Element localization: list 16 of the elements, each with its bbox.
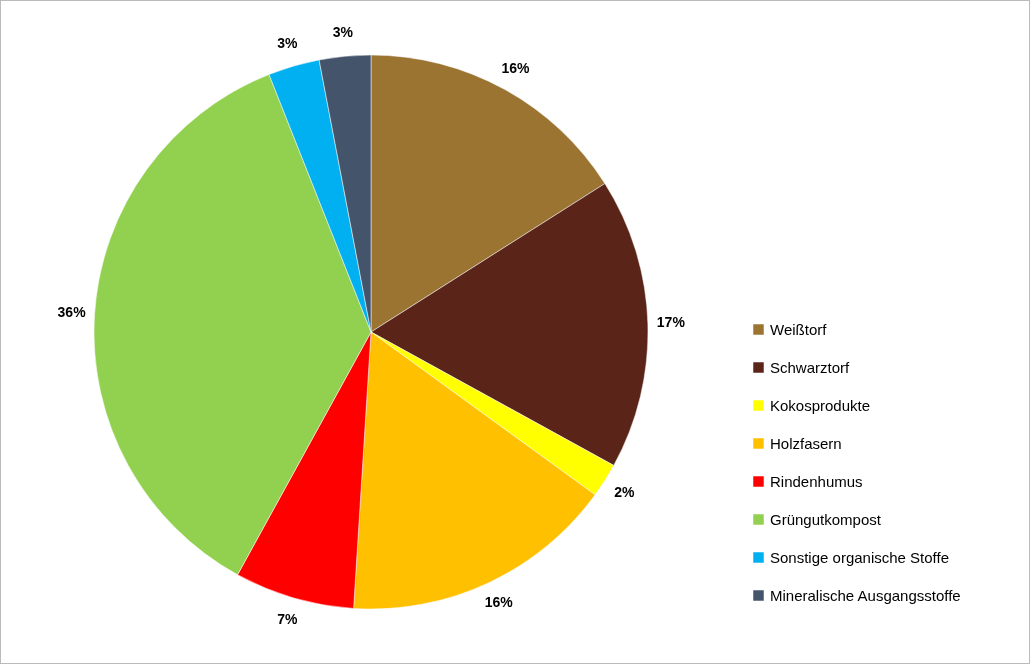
data-label: 16% <box>484 594 514 611</box>
data-label: 17% <box>656 313 686 330</box>
legend-label: Kokosprodukte <box>770 396 871 414</box>
legend-label: Grüngutkompost <box>770 510 882 528</box>
legend-label: Sonstige organische Stoffe <box>770 548 950 566</box>
data-label: 16% <box>501 60 531 77</box>
legend-label: Mineralische Ausgangsstoffe <box>770 586 961 604</box>
legend-label: Schwarztorf <box>770 358 851 376</box>
data-label: 36% <box>57 304 87 321</box>
legend-label: Rindenhumus <box>770 472 863 490</box>
data-label: 3% <box>277 34 298 51</box>
data-label: 2% <box>614 483 635 500</box>
legend-label: Weißtorf <box>770 320 828 338</box>
data-label: 3% <box>332 24 354 41</box>
data-label: 7% <box>277 611 298 628</box>
legend-label: Holzfasern <box>770 434 842 452</box>
